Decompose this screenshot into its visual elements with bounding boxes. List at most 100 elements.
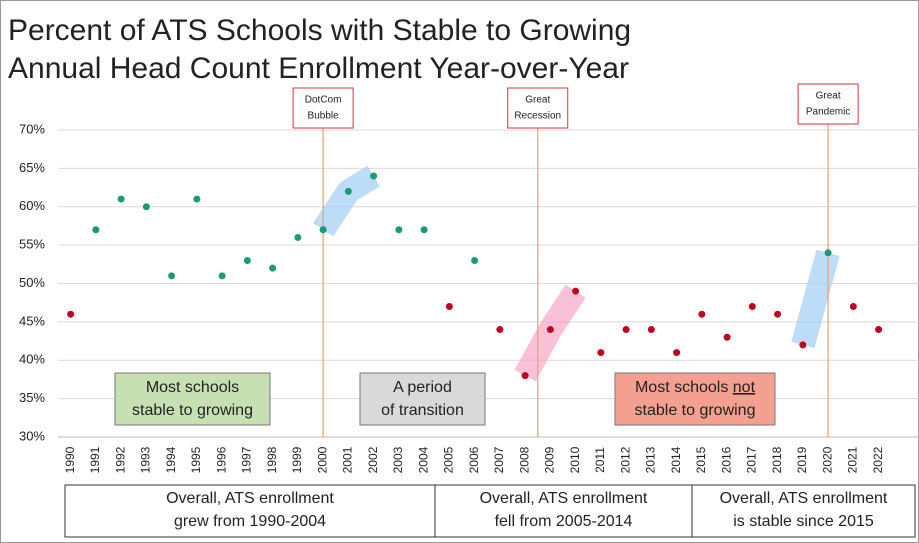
period-box bbox=[434, 484, 693, 538]
event-label: Recession bbox=[514, 111, 561, 122]
point bbox=[597, 349, 605, 357]
point bbox=[218, 272, 226, 280]
point bbox=[168, 272, 176, 280]
note-text: of transition bbox=[381, 402, 464, 419]
note-text: Most schools not bbox=[635, 379, 756, 396]
x-tick-label: 2006 bbox=[467, 446, 481, 473]
point bbox=[849, 303, 857, 311]
chart-title: Percent of ATS Schools with Stable to Gr… bbox=[8, 14, 631, 47]
x-tick-label: 1993 bbox=[139, 446, 153, 473]
x-tick-label: 1995 bbox=[189, 446, 203, 473]
x-tick-label: 2001 bbox=[341, 446, 355, 473]
point bbox=[395, 226, 403, 234]
event-label: Pandemic bbox=[806, 107, 850, 118]
point bbox=[774, 310, 782, 318]
event-label: Great bbox=[816, 91, 841, 102]
event-box bbox=[292, 87, 354, 129]
point bbox=[142, 203, 150, 211]
note-text: stable to growing bbox=[635, 402, 756, 419]
y-tick-label: 35% bbox=[19, 390, 45, 405]
period-text: is stable since 2015 bbox=[733, 513, 874, 530]
point bbox=[572, 287, 580, 295]
point bbox=[92, 226, 100, 234]
point bbox=[420, 226, 428, 234]
period-text: fell from 2005-2014 bbox=[495, 513, 633, 530]
y-tick-label: 65% bbox=[19, 160, 45, 175]
point bbox=[647, 326, 655, 334]
x-tick-label: 2021 bbox=[846, 446, 860, 473]
point bbox=[319, 226, 327, 234]
point bbox=[370, 172, 378, 180]
x-tick-label: 1996 bbox=[214, 446, 228, 473]
point bbox=[875, 326, 883, 334]
event-box bbox=[797, 83, 859, 125]
x-tick-label: 1991 bbox=[88, 446, 102, 473]
point bbox=[723, 333, 731, 341]
y-tick-label: 45% bbox=[19, 313, 45, 328]
y-tick-label: 60% bbox=[19, 198, 45, 213]
point bbox=[698, 310, 706, 318]
y-tick-label: 30% bbox=[19, 428, 45, 443]
x-tick-label: 2018 bbox=[770, 446, 784, 473]
note-box bbox=[614, 372, 776, 426]
x-tick-label: 2016 bbox=[719, 446, 733, 473]
note-box bbox=[359, 372, 486, 426]
point bbox=[193, 195, 201, 203]
point bbox=[344, 187, 352, 195]
x-tick-label: 2010 bbox=[568, 446, 582, 473]
x-tick-label: 2012 bbox=[618, 446, 632, 473]
event-label: Great bbox=[525, 95, 550, 106]
point bbox=[496, 326, 504, 334]
point bbox=[546, 326, 554, 334]
period-box bbox=[691, 484, 916, 538]
point bbox=[824, 249, 832, 257]
x-tick-label: 2015 bbox=[694, 446, 708, 473]
note-text: A period bbox=[393, 379, 452, 396]
point bbox=[673, 349, 681, 357]
x-tick-label: 2014 bbox=[669, 446, 683, 473]
point bbox=[117, 195, 125, 203]
note-text: Most schools bbox=[146, 379, 239, 396]
y-tick-label: 55% bbox=[19, 237, 45, 252]
x-tick-label: 1997 bbox=[240, 446, 254, 473]
point bbox=[748, 303, 756, 311]
x-tick-label: 2009 bbox=[543, 446, 557, 473]
x-tick-label: 1992 bbox=[113, 446, 127, 473]
x-tick-label: 2011 bbox=[593, 447, 607, 473]
period-box bbox=[64, 484, 436, 538]
x-tick-label: 2008 bbox=[517, 446, 531, 473]
event-label: Bubble bbox=[308, 111, 340, 122]
x-tick-label: 2005 bbox=[442, 446, 456, 473]
point bbox=[521, 372, 529, 380]
x-tick-label: 2004 bbox=[416, 446, 430, 473]
x-tick-label: 2002 bbox=[366, 446, 380, 473]
event-box bbox=[507, 87, 569, 129]
x-tick-label: 1999 bbox=[290, 446, 304, 473]
x-tick-label: 1998 bbox=[265, 446, 279, 473]
x-tick-label: 2000 bbox=[315, 446, 329, 473]
note-text-underlined: not bbox=[733, 379, 756, 396]
y-tick-label: 50% bbox=[19, 275, 45, 290]
x-tick-label: 2020 bbox=[820, 446, 834, 473]
point bbox=[799, 341, 807, 349]
point bbox=[471, 256, 479, 264]
point bbox=[445, 303, 453, 311]
x-tick-label: 2022 bbox=[871, 446, 885, 473]
x-tick-label: 1990 bbox=[63, 446, 77, 473]
x-tick-label: 2007 bbox=[492, 446, 506, 473]
period-text: Overall, ATS enrollment bbox=[480, 490, 648, 507]
x-tick-label: 2003 bbox=[391, 446, 405, 473]
note-text: stable to growing bbox=[132, 402, 253, 419]
point bbox=[269, 264, 277, 272]
note-box bbox=[114, 372, 271, 426]
period-text: Overall, ATS enrollment bbox=[166, 490, 334, 507]
chart-title: Annual Head Count Enrollment Year-over-Y… bbox=[8, 52, 629, 85]
note-text-part: Most schools bbox=[635, 379, 733, 396]
y-tick-label: 70% bbox=[19, 121, 45, 136]
period-text: grew from 1990-2004 bbox=[174, 513, 326, 530]
x-tick-label: 2019 bbox=[795, 446, 809, 473]
x-tick-label: 2017 bbox=[745, 446, 759, 473]
y-tick-label: 40% bbox=[19, 352, 45, 367]
